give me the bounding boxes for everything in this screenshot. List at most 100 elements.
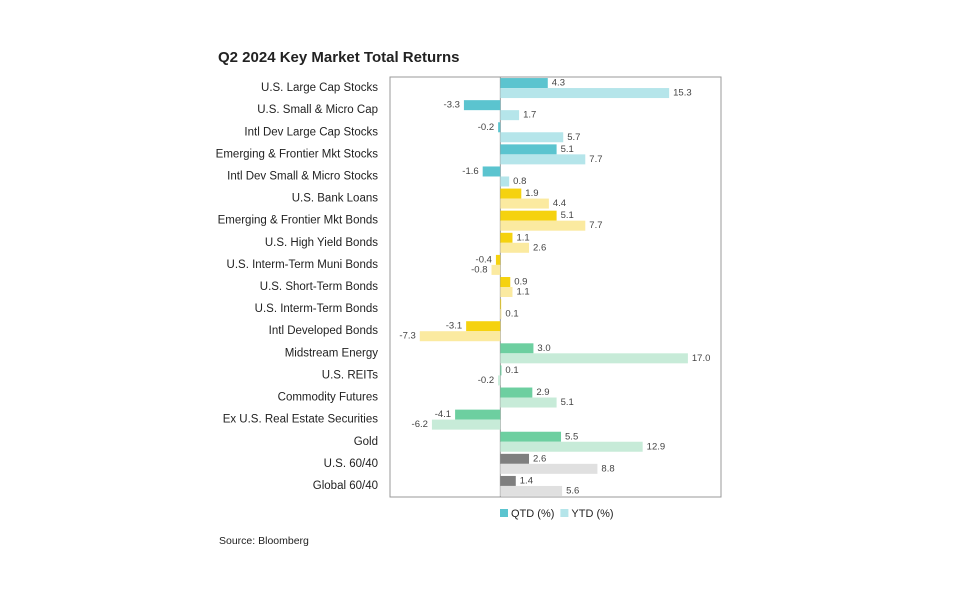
value-label: -3.1 [446,321,462,332]
value-label: 17.0 [692,353,711,364]
bar [500,485,563,496]
value-label: 12.9 [647,441,666,452]
category-label: Emerging & Frontier Mkt Stocks [216,148,379,160]
bar [466,321,501,332]
bar [500,144,557,155]
bar [431,419,501,430]
bar [500,198,549,209]
category-label: U.S. Interm-Term Muni Bonds [227,259,379,271]
bar [500,176,510,187]
bar [463,100,501,111]
category-label: U.S. Short-Term Bonds [260,281,378,293]
category-label: Intl Developed Bonds [269,325,379,337]
value-label: -0.2 [478,375,494,386]
value-label: 1.7 [523,110,536,121]
category-label: U.S. Interm-Term Bonds [255,303,379,315]
value-label: -1.6 [462,166,478,177]
legend-label: QTD (%) [511,508,554,520]
plot-frame [389,76,722,498]
bar [500,353,688,364]
category-label: Intl Dev Large Cap Stocks [244,126,378,138]
category-label: Ex U.S. Real Estate Securities [223,414,379,426]
value-label: 2.6 [533,453,546,464]
category-label: U.S. Small & Micro Cap [257,104,378,116]
value-label: 2.9 [536,387,549,398]
value-label: -3.3 [444,100,460,111]
value-label: 2.6 [533,242,546,253]
bar [491,264,501,275]
value-label: 3.0 [537,343,550,354]
bar [500,277,511,287]
bar [500,397,557,408]
value-label: 0.8 [513,176,526,187]
category-label: U.S. 60/40 [324,458,378,470]
bar [500,453,530,464]
category-label: Midstream Energy [285,347,379,359]
bar [500,309,502,320]
value-label: 0.9 [514,277,527,288]
value-label: 5.6 [566,485,579,496]
bar [500,299,502,310]
bar [500,132,564,143]
bar [419,331,501,342]
value-label: 5.7 [567,132,580,143]
value-label: 4.3 [552,78,565,89]
category-label: U.S. REITs [322,369,378,381]
bar [500,343,534,354]
bar [500,154,586,165]
bar [500,365,502,376]
category-label: U.S. High Yield Bonds [265,237,378,249]
bar [498,375,501,386]
value-label: 4.4 [553,198,566,209]
value-label: 5.1 [561,210,574,221]
bar [500,188,522,199]
value-label: -0.2 [478,122,494,133]
category-label: U.S. Bank Loans [292,193,379,205]
bar [500,110,520,121]
bar [455,409,501,420]
source-note: Source: Bloomberg [219,535,309,547]
category-label: Intl Dev Small & Micro Stocks [227,171,378,183]
legend-swatch [500,509,508,517]
bar [500,431,562,442]
value-label: 5.1 [561,397,574,408]
value-label: 1.4 [520,475,533,486]
value-label: 0.1 [505,365,518,376]
value-label: 1.9 [525,188,538,199]
category-label: Global 60/40 [313,480,378,492]
category-label: Gold [354,436,378,448]
category-label: U.S. Large Cap Stocks [261,82,378,94]
bar [482,166,501,177]
category-label: Commodity Futures [278,392,379,404]
bar [495,254,501,265]
value-label: 5.1 [561,144,574,155]
bar [500,475,516,486]
legend-label: YTD (%) [571,508,613,520]
value-label: 1.1 [516,232,529,243]
value-label: -4.1 [435,409,451,420]
value-label: 8.8 [601,463,614,474]
bar [500,287,513,297]
bar [500,242,530,253]
value-label: 5.5 [565,431,578,442]
value-label: 7.7 [589,154,602,165]
value-label: -7.3 [399,331,415,342]
value-label: -0.4 [476,254,492,265]
bar [500,463,598,474]
value-label: -0.8 [471,264,487,275]
category-label: Emerging & Frontier Mkt Bonds [218,215,379,227]
value-label: 1.1 [516,287,529,298]
value-label: -6.2 [412,419,428,430]
legend-swatch [560,509,569,517]
value-label: 0.1 [505,309,518,320]
bar [500,210,557,221]
bar [500,88,670,99]
bar [500,441,643,452]
bar [500,387,533,398]
bar [500,78,548,89]
bar [500,220,586,231]
bar [498,122,501,133]
value-label: 15.3 [673,88,692,99]
